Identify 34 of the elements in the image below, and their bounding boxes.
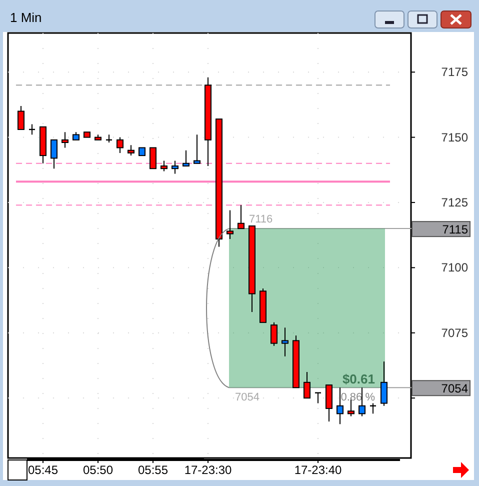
candlestick bbox=[314, 392, 322, 404]
candlestick bbox=[160, 160, 168, 172]
candlestick bbox=[128, 144, 134, 156]
candlestick bbox=[182, 150, 190, 166]
y-tick-label: 7175 bbox=[441, 65, 468, 80]
candlestick bbox=[226, 210, 234, 240]
annotation: 7116 bbox=[249, 214, 273, 226]
x-tick-label: 17-23:40 bbox=[294, 463, 342, 477]
candlestick bbox=[18, 106, 24, 130]
candlestick bbox=[238, 204, 244, 230]
candlestick bbox=[172, 160, 178, 174]
annotation: $0.61 bbox=[342, 372, 375, 387]
candlestick bbox=[326, 384, 332, 422]
x-tick-label: 05:50 bbox=[82, 463, 114, 477]
y-tick-label: 7100 bbox=[441, 260, 468, 275]
x-tick-label: 05:55 bbox=[138, 463, 168, 477]
candlestick bbox=[116, 136, 124, 154]
candlestick bbox=[194, 134, 200, 164]
chart-title: 1 Min bbox=[10, 10, 42, 25]
y-tick-label: 7125 bbox=[441, 195, 468, 210]
candlestick bbox=[304, 371, 310, 399]
y-tick-label: 7075 bbox=[441, 326, 468, 340]
candlestick bbox=[282, 327, 288, 357]
annotation: 7054 bbox=[235, 392, 260, 404]
candlestick bbox=[380, 361, 388, 406]
x-tick-label: 17-23:30 bbox=[184, 463, 232, 477]
ref-line-label: 7054 bbox=[441, 382, 468, 396]
x-tick-label: 05:45 bbox=[28, 463, 58, 477]
candlestick bbox=[150, 147, 156, 170]
candlestick bbox=[270, 322, 278, 346]
candlestick bbox=[50, 139, 58, 170]
ref-line-label: 7115 bbox=[442, 222, 468, 237]
y-tick-label: 7150 bbox=[441, 130, 468, 144]
candlestick bbox=[62, 132, 68, 148]
